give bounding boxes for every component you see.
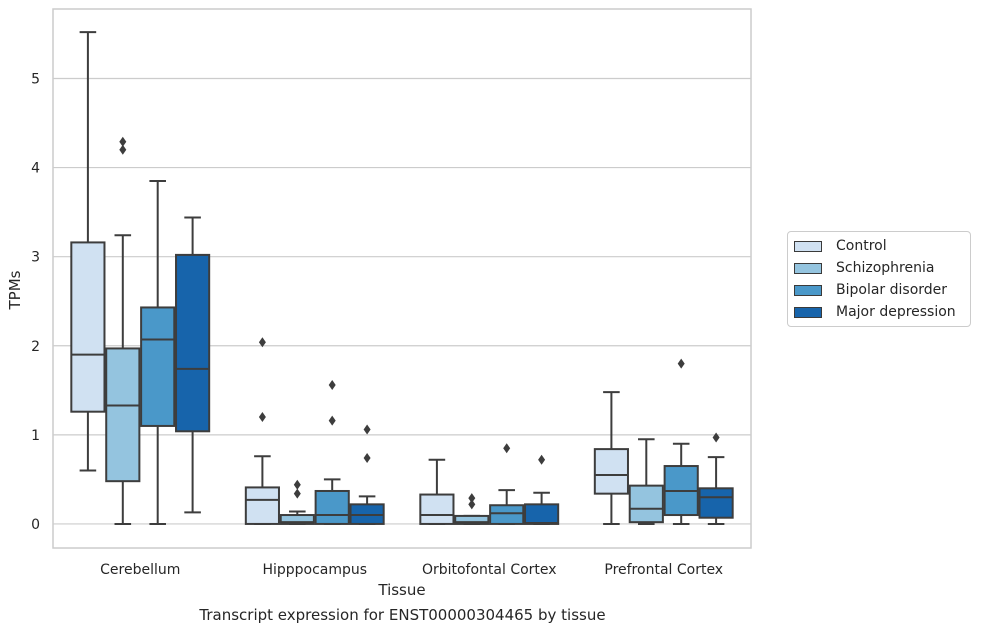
x-tick-label-1: Cerebellum (100, 562, 180, 578)
box-0-3 (593, 391, 629, 525)
box-iqr (628, 484, 664, 524)
box-iqr (698, 487, 734, 519)
box-0-0 (70, 31, 106, 472)
outlier-point (293, 479, 301, 490)
y-tick-label-3: 3 (31, 250, 40, 266)
y-tick-label-2: 2 (31, 339, 40, 355)
box-iqr (524, 503, 560, 525)
box-iqr (244, 486, 280, 525)
x-axis-label: Tissue (377, 581, 425, 599)
box-3-2 (524, 454, 560, 525)
box-1-2 (454, 493, 490, 525)
y-tick-label-1: 1 (31, 428, 40, 444)
legend-item-bipolar-disorder: Bipolar disorder (794, 280, 947, 300)
box-3-3 (698, 432, 734, 525)
box-2-1 (314, 379, 350, 525)
y-tick-label-0: 0 (31, 517, 40, 533)
box-0-2 (419, 458, 455, 525)
legend-label-major-depression: Major depression (836, 304, 956, 320)
box-iqr (105, 347, 141, 483)
outlier-point (503, 443, 511, 454)
box-1-1 (279, 479, 315, 525)
plot-frame (52, 8, 752, 549)
x-tick-label-4: Prefrontal Cortex (604, 562, 723, 578)
outlier-point (538, 454, 546, 465)
box-iqr (489, 504, 525, 525)
box-3-0 (175, 216, 211, 514)
x-tick-label-2: Hipppocampus (262, 562, 367, 578)
box-iqr (314, 489, 350, 525)
box-iqr (140, 306, 176, 427)
outlier-point (363, 453, 371, 464)
box-iqr (593, 448, 629, 495)
outlier-point (468, 493, 476, 504)
outlier-point (119, 144, 127, 155)
figure-caption: Transcript expression for ENST0000030446… (199, 606, 606, 624)
outlier-point (119, 136, 127, 147)
box-iqr (419, 493, 455, 525)
x-tick-labels: Cerebellum Hipppocampus Orbitofontal Corte… (100, 562, 723, 578)
legend-item-major-depression: Major depression (794, 302, 956, 322)
outlier-point (677, 358, 685, 369)
box-1-0 (105, 136, 141, 525)
legend: Control Schizophrenia Bipolar disorder M… (787, 231, 971, 327)
legend-swatch-bipolar-disorder (794, 284, 822, 296)
outlier-point (468, 499, 476, 510)
outlier-point (293, 488, 301, 499)
box-series (70, 31, 734, 525)
y-tick-label-5: 5 (31, 71, 40, 87)
outlier-point (258, 337, 266, 348)
box-3-1 (349, 424, 385, 525)
outlier-point (712, 432, 720, 443)
legend-item-schizophrenia: Schizophrenia (794, 258, 934, 278)
box-iqr (454, 514, 490, 525)
legend-item-control: Control (794, 236, 887, 256)
box-0-1 (244, 337, 280, 525)
box-1-3 (628, 438, 664, 525)
box-2-0 (140, 179, 176, 525)
box-2-3 (663, 358, 699, 525)
outlier-point (363, 424, 371, 435)
y-tick-labels: 0 1 2 3 4 5 (31, 71, 40, 532)
outlier-point (328, 379, 336, 390)
y-tick-label-4: 4 (31, 161, 40, 177)
y-axis-label: TPMs (6, 270, 24, 310)
legend-label-control: Control (836, 238, 887, 254)
outlier-point (258, 412, 266, 423)
legend-label-bipolar-disorder: Bipolar disorder (836, 282, 948, 298)
box-iqr (70, 241, 106, 413)
legend-swatch-control (794, 240, 822, 252)
outlier-point (328, 415, 336, 426)
box-iqr (279, 514, 315, 525)
x-tick-label-3: Orbitofontal Cortex (422, 562, 557, 578)
box-2-2 (489, 443, 525, 525)
legend-swatch-schizophrenia (794, 262, 822, 274)
legend-swatch-major-depression (794, 306, 822, 318)
legend-label-schizophrenia: Schizophrenia (836, 260, 935, 276)
box-iqr (175, 253, 211, 433)
